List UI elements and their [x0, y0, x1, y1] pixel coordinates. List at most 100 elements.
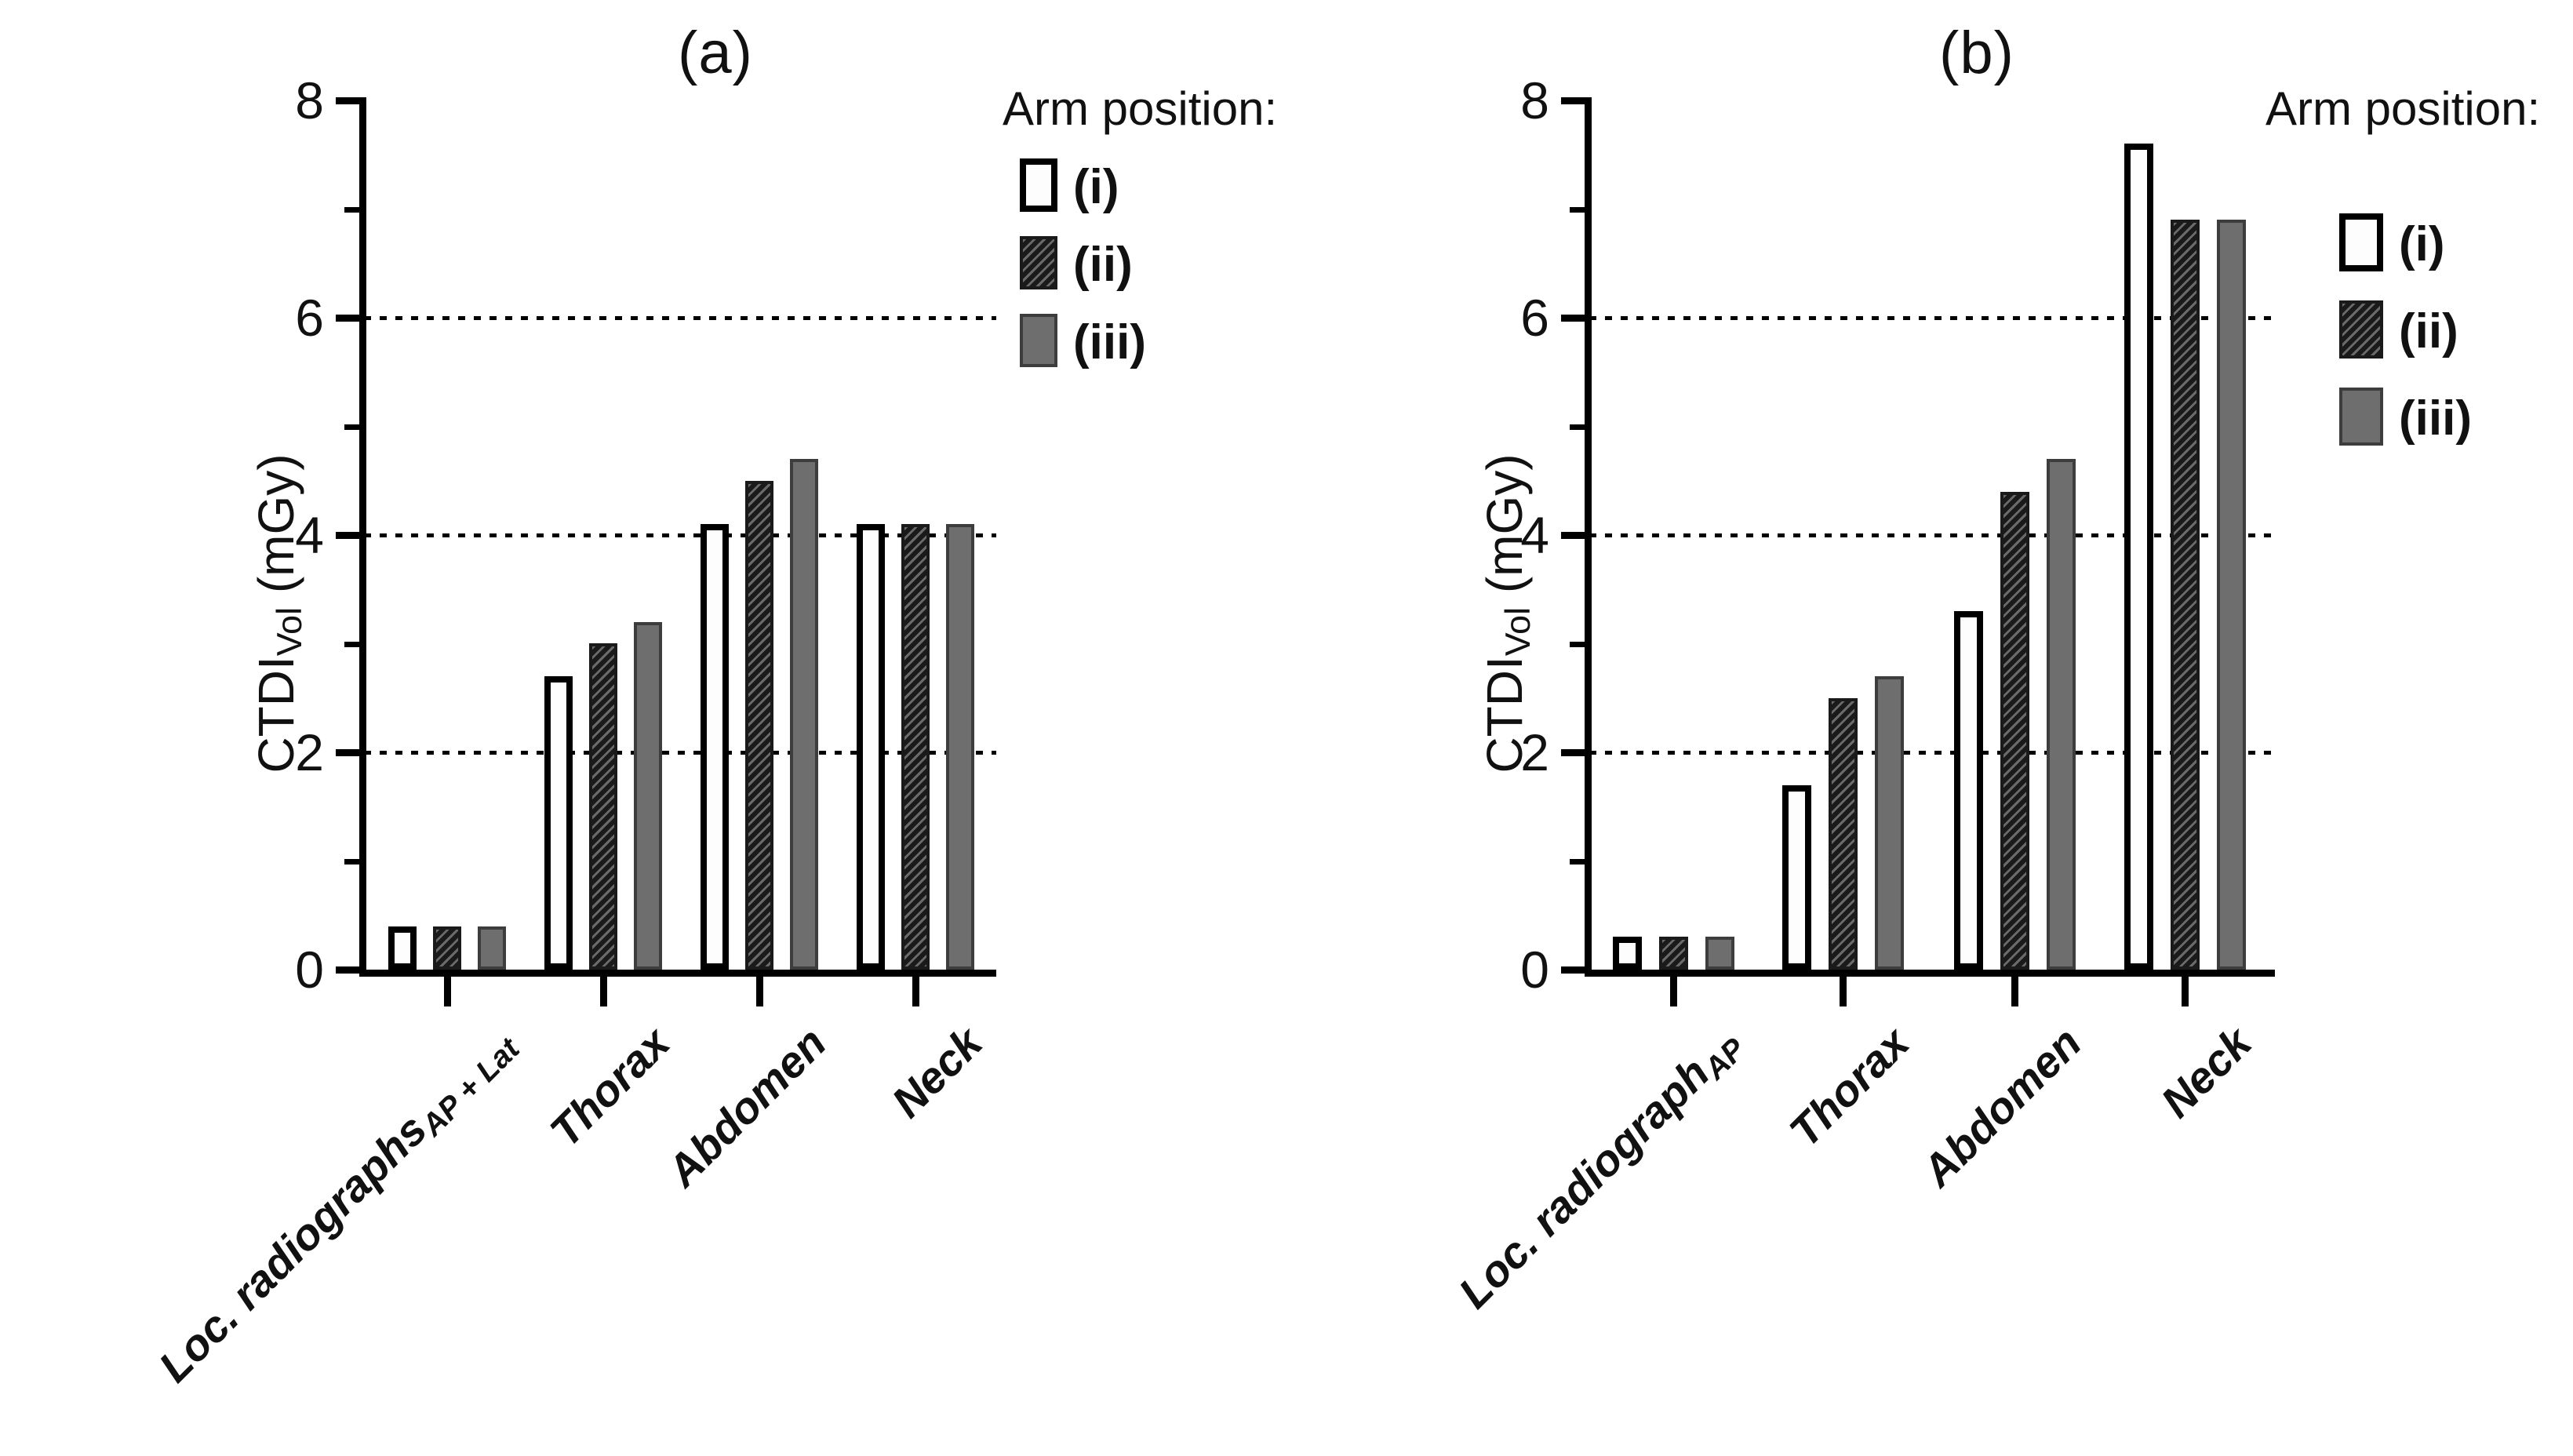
legend-label-b-i: (i)	[2399, 217, 2445, 271]
y-tick-a-6	[336, 315, 359, 322]
gridline-b-2	[1589, 751, 2275, 755]
x-category-label-b-3: Neck	[2151, 1017, 2261, 1127]
legend-label-a-iii: (iii)	[1073, 315, 1146, 369]
x-category-label-a-3: Neck	[882, 1017, 992, 1127]
y-tick-b-2	[1561, 749, 1585, 756]
x-axis-line-b	[1585, 970, 2275, 977]
category-subscript: AP + Lat	[415, 1032, 526, 1143]
y-tick-label-a-6: 6	[295, 289, 324, 347]
gridline-a-6	[364, 316, 996, 320]
y-minor-tick-a-7	[344, 206, 359, 213]
x-category-label-a-2: Abdomen	[657, 1017, 835, 1196]
y-tick-b-8	[1561, 97, 1585, 104]
category-text: Loc. radiographs	[149, 1104, 437, 1392]
y-tick-label-b-8: 8	[1520, 71, 1549, 129]
legend-title-b: Arm position:	[2265, 82, 2541, 135]
bar-a-cat0-i	[388, 926, 417, 970]
bar-b-cat3-i	[2124, 144, 2153, 970]
category-text: Neck	[2151, 1017, 2261, 1127]
bar-b-cat0-iii	[1705, 937, 1734, 970]
y-tick-a-0	[336, 966, 359, 974]
panel-title-b: (b)	[1939, 20, 2014, 86]
legend-label-a-i: (i)	[1073, 160, 1119, 214]
bar-a-cat2-ii	[745, 481, 773, 970]
legend-swatch-a-iii	[1020, 314, 1057, 367]
x-tick-a-1	[600, 977, 607, 1006]
bar-b-cat3-ii	[2171, 220, 2200, 970]
y-tick-label-a-4: 4	[295, 506, 324, 564]
legend-title-a: Arm position:	[1003, 82, 1278, 135]
bar-a-cat1-i	[544, 676, 573, 970]
x-tick-b-1	[1840, 977, 1847, 1006]
y-tick-b-0	[1561, 966, 1585, 974]
y-minor-tick-a-1	[344, 858, 359, 864]
y-axis-label-part: Vol	[269, 606, 309, 657]
legend-swatch-a-i	[1020, 158, 1057, 212]
y-tick-a-8	[336, 97, 359, 104]
y-tick-a-4	[336, 532, 359, 539]
x-axis-line-a	[359, 970, 996, 977]
x-tick-b-0	[1670, 977, 1677, 1006]
gridline-b-6	[1589, 316, 2275, 320]
bar-b-cat0-ii	[1659, 937, 1688, 970]
gridline-a-4	[364, 533, 996, 537]
bar-a-cat0-iii	[478, 926, 506, 970]
bar-b-cat1-ii	[1829, 698, 1858, 970]
y-tick-b-4	[1561, 532, 1585, 539]
bar-a-cat2-i	[701, 524, 729, 970]
y-tick-label-b-0: 0	[1520, 941, 1549, 999]
bar-a-cat1-iii	[634, 622, 662, 970]
bar-a-cat1-ii	[589, 643, 617, 970]
gridline-b-4	[1589, 533, 2275, 537]
bar-b-cat3-iii	[2217, 220, 2246, 970]
y-minor-tick-b-7	[1570, 206, 1585, 213]
y-tick-label-a-2: 2	[295, 723, 324, 781]
y-axis-line-b	[1585, 97, 1592, 977]
bar-a-cat2-iii	[790, 459, 818, 970]
x-category-label-a-1: Thorax	[540, 1017, 679, 1156]
x-category-label-b-1: Thorax	[1780, 1017, 1919, 1156]
y-tick-label-b-6: 6	[1520, 289, 1549, 347]
x-tick-a-3	[912, 977, 919, 1006]
legend-swatch-b-ii	[2339, 300, 2383, 359]
category-text: Abdomen	[1912, 1017, 2091, 1196]
y-tick-b-6	[1561, 315, 1585, 322]
legend-label-b-ii: (ii)	[2399, 304, 2458, 359]
bar-b-cat2-i	[1954, 611, 1983, 970]
category-text: Neck	[882, 1017, 992, 1127]
bar-b-cat0-i	[1613, 937, 1642, 970]
y-minor-tick-b-5	[1570, 424, 1585, 430]
bar-b-cat2-iii	[2047, 459, 2076, 970]
legend-label-b-iii: (iii)	[2399, 391, 2472, 446]
y-tick-label-a-0: 0	[295, 941, 324, 999]
bar-a-cat0-ii	[433, 926, 461, 970]
y-minor-tick-b-1	[1570, 858, 1585, 864]
x-category-label-b-0: Loc. radiographAP	[1449, 1020, 1752, 1318]
bar-a-cat3-ii	[901, 524, 930, 970]
bar-b-cat1-i	[1782, 785, 1811, 970]
x-tick-b-2	[2011, 977, 2018, 1006]
x-tick-b-3	[2182, 977, 2189, 1006]
y-minor-tick-a-5	[344, 424, 359, 430]
gridline-a-2	[364, 751, 996, 755]
bar-a-cat3-iii	[946, 524, 974, 970]
legend-swatch-a-ii	[1020, 236, 1057, 289]
y-tick-label-a-8: 8	[295, 71, 324, 129]
legend-label-a-ii: (ii)	[1073, 238, 1133, 292]
y-axis-line-a	[359, 97, 366, 977]
x-category-label-a-0: Loc. radiographsAP + Lat	[149, 1020, 526, 1392]
bar-b-cat2-ii	[2000, 492, 2029, 970]
y-minor-tick-a-3	[344, 641, 359, 647]
bar-b-cat1-iii	[1875, 676, 1904, 970]
category-text: Thorax	[540, 1017, 679, 1156]
x-tick-a-2	[756, 977, 763, 1006]
legend-swatch-b-i	[2339, 213, 2383, 271]
category-text: Loc. radiograph	[1449, 1047, 1720, 1318]
bar-a-cat3-i	[857, 524, 885, 970]
panel-title-a: (a)	[678, 20, 753, 86]
y-minor-tick-b-3	[1570, 641, 1585, 647]
category-text: Abdomen	[657, 1017, 835, 1196]
y-tick-label-b-2: 2	[1520, 723, 1549, 781]
x-category-label-b-2: Abdomen	[1912, 1017, 2091, 1196]
